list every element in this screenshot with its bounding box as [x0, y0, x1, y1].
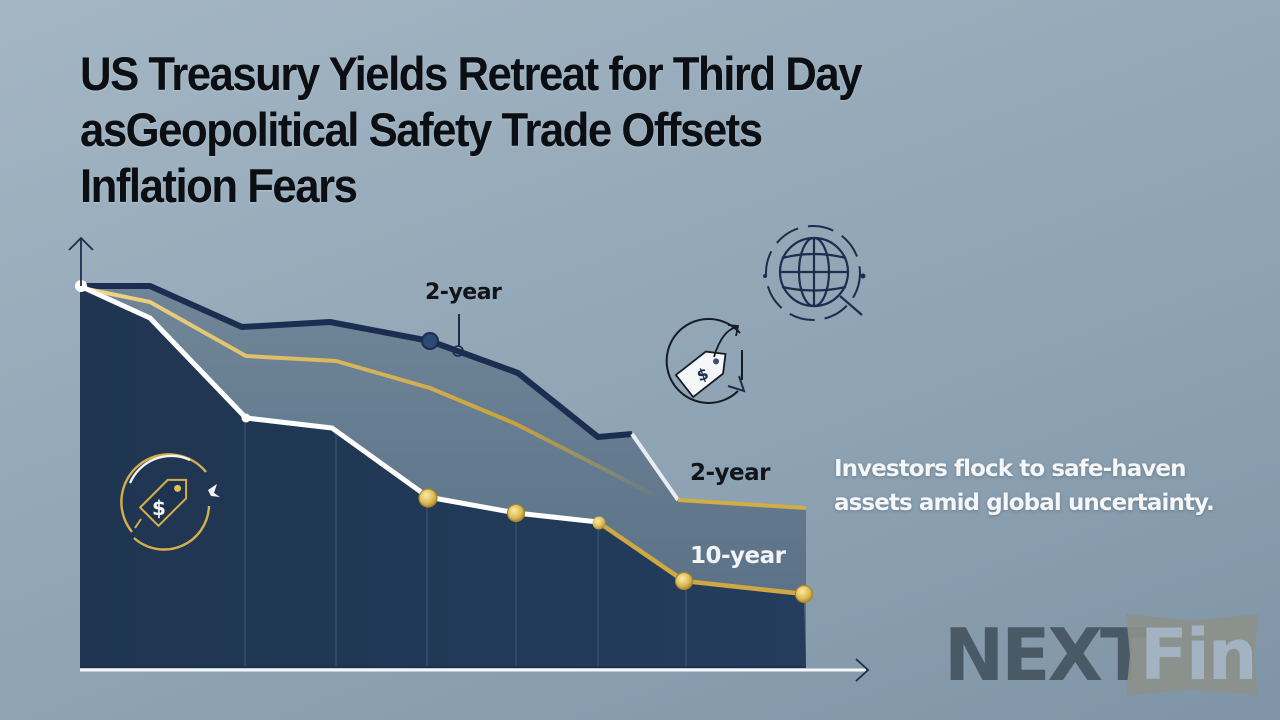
svg-text:$: $: [152, 496, 166, 520]
caption-line-1: Investors flock to safe-haven: [834, 456, 1187, 482]
gold-point-4: [674, 571, 694, 591]
price-tag-cycle-icon: $: [665, 317, 746, 404]
ten-year-area: [80, 286, 806, 668]
globe-search-icon: [763, 225, 866, 321]
gold-point-2: [506, 503, 526, 523]
price-tag-gold-icon: $: [120, 453, 220, 551]
grid-dividers: [244, 420, 687, 668]
logo-fin-banner: [1126, 614, 1258, 696]
two-year-label-top: 2-year: [425, 280, 502, 305]
nextfin-logo: NEXT Fin: [944, 612, 1264, 698]
navy-point: [421, 332, 439, 350]
two-year-white-edge: [630, 432, 680, 502]
logo-next-text: NEXT: [944, 613, 1149, 697]
headline-line-2: asGeopolitical Safety Trade Offsets: [80, 103, 763, 156]
two-year-gold-plateau: [677, 498, 807, 510]
headline-line-3: Inflation Fears: [80, 159, 358, 212]
gold-point-5: [794, 584, 814, 604]
caption-line-2: assets amid global uncertainty.: [834, 490, 1215, 516]
headline-line-1: US Treasury Yields Retreat for Third Day: [80, 47, 862, 100]
two-year-label-right: 2-year: [690, 460, 771, 486]
gold-point-3: [592, 516, 606, 530]
ten-year-label: 10-year: [690, 543, 786, 569]
logo-fin-text: Fin: [1140, 614, 1258, 696]
caption: Investors flock to safe-haven assets ami…: [834, 452, 1215, 520]
gold-point-1: [418, 488, 438, 508]
two-year-navy-line: [82, 283, 633, 440]
x-axis: [80, 658, 870, 682]
white-point: [241, 413, 251, 423]
headline: US Treasury Yields Retreat for Third Day…: [80, 46, 1047, 214]
y-axis: [68, 236, 94, 286]
two-year-gold-line: [81, 286, 661, 500]
